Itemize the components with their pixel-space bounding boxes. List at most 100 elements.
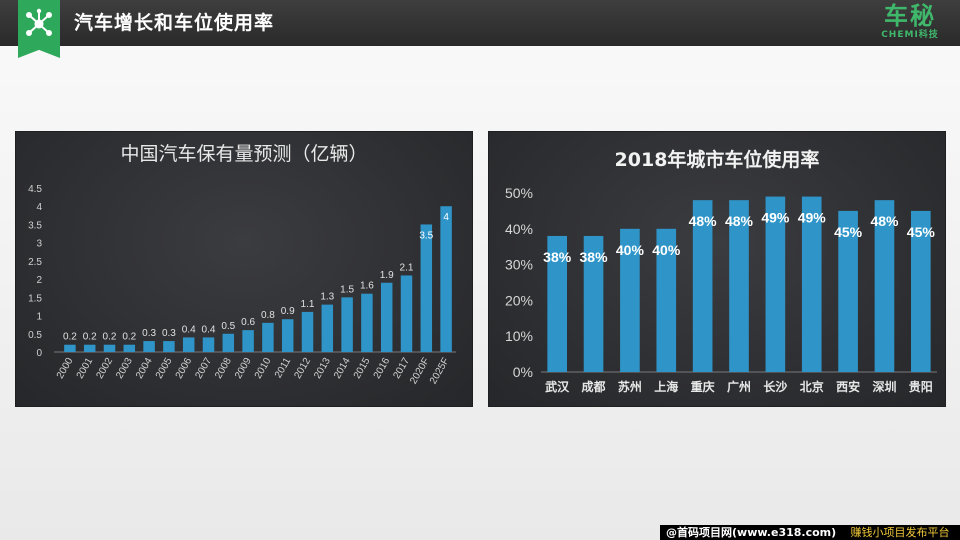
bar: [440, 206, 452, 352]
data-label: 48%: [725, 213, 754, 229]
y-tick-label: 2.5: [28, 257, 42, 268]
bar: [281, 319, 294, 352]
data-label: 0.3: [162, 328, 176, 339]
bar: [874, 200, 895, 372]
bar: [262, 322, 274, 352]
data-label: 48%: [870, 213, 899, 229]
molecule-network-icon: [26, 8, 52, 36]
x-tick-label: 2005: [154, 356, 175, 381]
data-label: 1.9: [380, 270, 394, 281]
y-tick-label: 4.5: [28, 184, 42, 195]
brand-name: 车秘: [884, 2, 936, 30]
bar: [361, 293, 373, 352]
data-label: 49%: [761, 210, 790, 226]
bar: [620, 228, 640, 372]
x-tick-label: 2002: [94, 356, 115, 381]
chart-panel-car-ownership: 中国汽车保有量预测（亿辆） 0 0.5 1 1.5 2 2.5 3 3.5 4 4.5 0.2 2000…: [15, 131, 473, 407]
data-label: 0.4: [202, 324, 216, 335]
bar: [123, 344, 136, 352]
x-tick-label: 2016: [372, 356, 393, 381]
data-label: 1.6: [360, 281, 374, 292]
x-tick-label: 2015: [352, 356, 373, 381]
data-label: 49%: [798, 210, 827, 226]
data-label: 0.2: [83, 332, 97, 343]
x-tick-label: 长沙: [763, 379, 787, 394]
bar: [765, 196, 786, 372]
x-tick-label: 贵阳: [909, 379, 933, 394]
bar: [143, 341, 155, 352]
bar: [692, 200, 713, 372]
data-label: 1.1: [301, 299, 315, 310]
footer-tag: 赚钱小项目发布平台: [840, 525, 960, 540]
data-label: 0.9: [281, 306, 295, 317]
bar: [222, 333, 235, 352]
footer-credit: @首码项目网(www.e318.com): [660, 525, 840, 540]
x-tick-label: 深圳: [872, 379, 896, 394]
x-tick-label: 苏州: [618, 379, 642, 394]
data-label: 0.2: [63, 332, 77, 343]
x-tick-label: 2013: [312, 356, 333, 381]
x-tick-label: 2008: [213, 356, 234, 381]
bar: [163, 341, 175, 352]
bar: [83, 344, 96, 352]
bar: [103, 344, 116, 352]
data-label: 40%: [616, 242, 645, 258]
x-tick-label: 成都: [582, 379, 606, 394]
data-label: 45%: [907, 224, 936, 240]
x-tick-label: 2012: [292, 356, 313, 381]
bar: [321, 304, 334, 352]
y-tick-label: 0: [36, 348, 42, 359]
y-tick-label: 50%: [505, 185, 533, 201]
bar: [420, 224, 433, 352]
y-tick-label: 1.5: [28, 293, 42, 304]
x-tick-label: 武汉: [545, 379, 570, 394]
x-tick-label: 2014: [332, 356, 353, 381]
data-label: 40%: [652, 242, 681, 258]
data-label: 0.2: [122, 332, 136, 343]
x-tick-label: 重庆: [691, 379, 715, 394]
x-tick-label: 2010: [253, 356, 274, 381]
y-tick-label: 20%: [505, 292, 533, 308]
data-label: 4: [443, 212, 449, 223]
y-tick-label: 3.5: [28, 220, 42, 231]
x-tick-label: 2001: [75, 356, 96, 381]
x-tick-label: 西安: [836, 379, 860, 394]
bar: [729, 200, 749, 372]
y-tick-label: 0.5: [28, 330, 42, 341]
x-tick-label: 2009: [233, 356, 254, 381]
data-label: 0.3: [142, 328, 156, 339]
data-label: 1.3: [320, 292, 334, 303]
bar: [242, 330, 254, 352]
data-label: 0.5: [221, 321, 235, 332]
bar: [911, 210, 931, 372]
header-bar: 汽车增长和车位使用率 车秘 CHEMI科技: [0, 0, 960, 58]
chart-panel-parking-usage: 2018年城市车位使用率 0% 10% 20% 30% 40% 50% 38% 武汉 38% 成都 4…: [488, 131, 946, 407]
x-tick-label: 2004: [134, 356, 155, 381]
page-title: 汽车增长和车位使用率: [74, 12, 275, 34]
data-label: 0.8: [261, 310, 275, 321]
data-label: 1.5: [340, 284, 354, 295]
x-tick-label: 北京: [800, 379, 824, 394]
x-tick-label: 2025F: [428, 356, 452, 386]
bar: [400, 275, 413, 352]
x-tick-label: 2007: [193, 356, 214, 381]
y-tick-label: 0%: [513, 364, 533, 380]
x-tick-label: 2003: [114, 356, 135, 381]
y-tick-label: 10%: [505, 328, 533, 344]
brand-subtitle: CHEMI科技: [881, 30, 939, 40]
x-tick-label: 2006: [174, 356, 195, 381]
bar: [301, 311, 314, 352]
data-label: 45%: [834, 224, 863, 240]
x-tick-label: 上海: [654, 379, 678, 394]
y-tick-label: 30%: [505, 257, 533, 273]
data-label: 2.1: [400, 262, 414, 273]
x-tick-label: 2000: [55, 356, 76, 381]
data-label: 0.4: [182, 324, 196, 335]
brand-logo: 车秘 CHEMI科技: [870, 2, 950, 40]
y-tick-label: 1: [36, 312, 42, 323]
data-label: 38%: [543, 249, 572, 265]
x-tick-label: 2011: [273, 356, 293, 381]
chart-title: 中国汽车保有量预测（亿辆）: [120, 143, 367, 165]
bar: [341, 297, 353, 352]
bar: [380, 282, 393, 352]
